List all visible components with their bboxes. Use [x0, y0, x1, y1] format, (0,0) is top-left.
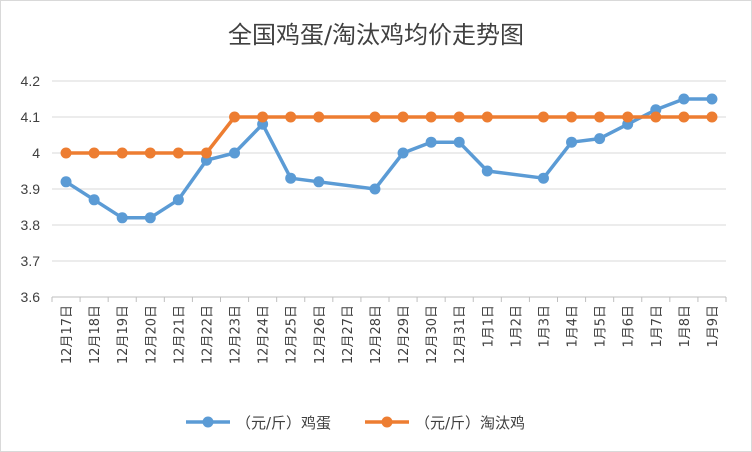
y-tick-label: 3.8 — [21, 217, 41, 233]
series-line — [66, 115, 712, 155]
data-point — [678, 111, 690, 123]
data-point — [257, 111, 269, 123]
data-point — [566, 111, 578, 123]
data-point — [200, 147, 212, 159]
x-tick-label: 12月27日 — [341, 305, 356, 364]
x-tick-label: 12月22日 — [200, 305, 215, 364]
x-tick-label: 12月20日 — [144, 305, 159, 364]
legend-swatch-marker — [381, 416, 393, 428]
x-tick-label: 1月8日 — [678, 305, 693, 348]
data-point — [481, 111, 493, 123]
data-point — [706, 93, 718, 105]
y-tick-label: 3.7 — [21, 253, 41, 269]
data-point — [397, 111, 409, 123]
x-tick-label: 1月7日 — [650, 305, 665, 348]
data-point — [425, 136, 437, 148]
x-tick-label: 1月3日 — [537, 305, 552, 348]
data-point — [537, 172, 549, 184]
data-point — [172, 194, 184, 206]
x-tick-label: 1月2日 — [509, 305, 524, 348]
data-point — [116, 212, 128, 224]
data-point — [594, 111, 606, 123]
y-tick-label: 4 — [32, 145, 40, 161]
series-layer — [60, 93, 718, 224]
data-point — [453, 136, 465, 148]
legend-swatch-marker — [202, 416, 214, 428]
x-tick-label: 12月28日 — [369, 305, 384, 364]
data-point — [60, 176, 72, 188]
x-tick-label: 12月23日 — [229, 305, 244, 364]
data-point — [453, 111, 465, 123]
data-point — [285, 111, 297, 123]
data-point — [88, 194, 100, 206]
y-axis: 3.6 3.7 3.8 3.9 4 4.1 4.2 — [21, 73, 41, 305]
chart-title: 全国鸡蛋/淘汰鸡均价走势图 — [228, 21, 524, 49]
x-tick-label: 1月1日 — [481, 305, 496, 348]
legend-label: （元/斤）淘汰鸡 — [415, 414, 525, 432]
data-point — [144, 147, 156, 159]
data-point — [369, 111, 381, 123]
x-tick-label: 12月24日 — [257, 305, 272, 364]
y-tick-label: 4.2 — [21, 73, 41, 89]
data-point — [172, 147, 184, 159]
series-eggs — [60, 93, 718, 224]
data-point — [706, 111, 718, 123]
data-point — [313, 176, 325, 188]
data-point — [144, 212, 156, 224]
data-point — [537, 111, 549, 123]
x-tick-label: 12月26日 — [313, 305, 328, 364]
y-tick-label: 4.1 — [21, 109, 41, 125]
x-tick-label: 12月30日 — [425, 305, 440, 364]
x-tick-label: 12月18日 — [88, 305, 103, 364]
legend-item: （元/斤）淘汰鸡 — [365, 414, 525, 432]
series-culled-hens — [60, 111, 718, 159]
x-tick-label: 1月9日 — [706, 305, 721, 348]
data-point — [650, 111, 662, 123]
data-point — [622, 111, 634, 123]
data-point — [229, 147, 241, 159]
x-tick-label: 12月17日 — [60, 305, 75, 364]
x-tick-label: 12月21日 — [172, 305, 187, 364]
x-axis: 12月17日 12月18日 12月19日 12月20日 12月21日 12月22日 12月2… — [51, 296, 727, 364]
data-point — [229, 111, 241, 123]
y-tick-label: 3.9 — [21, 181, 41, 197]
y-tick-label: 3.6 — [21, 289, 41, 305]
data-point — [481, 165, 493, 177]
data-point — [566, 136, 578, 148]
legend: （元/斤）鸡蛋 （元/斤）淘汰鸡 — [186, 414, 525, 432]
data-point — [397, 147, 409, 159]
data-point — [285, 172, 297, 184]
data-point — [369, 183, 381, 195]
x-tick-label: 1月5日 — [594, 305, 609, 348]
legend-item: （元/斤）鸡蛋 — [186, 414, 331, 432]
data-point — [425, 111, 437, 123]
data-point — [678, 93, 690, 105]
x-tick-label: 12月29日 — [397, 305, 412, 364]
data-point — [88, 147, 100, 159]
x-tick-label: 1月6日 — [622, 305, 637, 348]
data-point — [60, 147, 72, 159]
x-tick-label: 1月4日 — [566, 305, 581, 348]
x-tick-label: 12月25日 — [285, 305, 300, 364]
data-point — [594, 133, 606, 145]
data-point — [116, 147, 128, 159]
data-point — [313, 111, 325, 123]
x-tick-label: 12月31日 — [453, 305, 468, 364]
series-line — [65, 97, 712, 220]
legend-label: （元/斤）鸡蛋 — [236, 414, 331, 432]
x-tick-label: 12月19日 — [116, 305, 131, 364]
